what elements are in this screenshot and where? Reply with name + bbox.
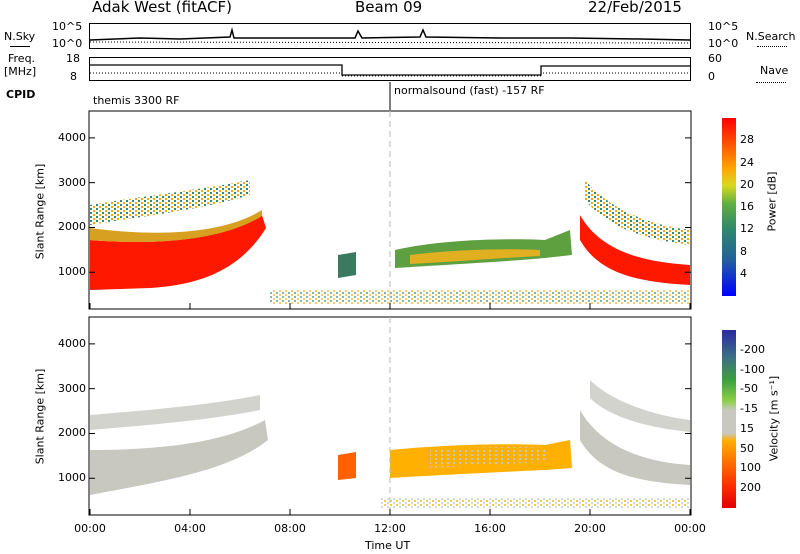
colorbar-tick-label: -100 xyxy=(740,362,765,376)
colorbar-tick-label: 24 xyxy=(740,155,754,169)
colorbar-tick-label: -50 xyxy=(740,382,758,396)
velocity-band-right-upper xyxy=(590,380,690,432)
freq-tick-bottom: 8 xyxy=(70,70,77,83)
velocity-band-middle-speckle xyxy=(430,446,545,468)
nave-trace xyxy=(90,72,690,77)
power-patch-10ut xyxy=(338,252,356,278)
power-band-lower-left xyxy=(90,215,266,290)
nsky-trace xyxy=(89,27,691,41)
nsearch-label: N.Search xyxy=(746,30,796,43)
x-tick-label: 04:00 xyxy=(174,522,206,535)
nsky-tick-top: 10^5 xyxy=(52,20,83,33)
cpid-mode-2: normalsound (fast) -157 RF xyxy=(394,84,545,97)
x-tick-label: 16:00 xyxy=(474,522,506,535)
velocity-patch-10ut xyxy=(338,452,356,480)
nsearch-tick-top: 10^5 xyxy=(708,20,739,33)
nsky-panel xyxy=(89,23,691,49)
x-tick-label: 08:00 xyxy=(274,522,306,535)
nsky-tick-bottom: 10^0 xyxy=(52,37,83,50)
velocity-band-left-upper xyxy=(90,395,260,430)
nsearch-trace xyxy=(89,41,691,44)
y-tick-label: 3000 xyxy=(58,175,86,189)
cpid-mode-1: themis 3300 RF xyxy=(93,94,180,107)
x-tick-label: 12:00 xyxy=(374,522,406,535)
nave-tick-bottom: 0 xyxy=(708,70,715,83)
power-colorbar xyxy=(722,118,736,296)
power-band-lower-left-edge xyxy=(90,210,262,243)
power-colorbar-title: Power [dB] xyxy=(765,171,779,232)
velocity-colorbar-title: Velocity [m s⁻¹] xyxy=(767,375,781,462)
colorbar-tick-label: 15 xyxy=(740,421,754,435)
colorbar-tick-label: 100 xyxy=(740,461,761,475)
freq-trace xyxy=(90,64,690,76)
colorbar-tick-label: -200 xyxy=(740,342,765,356)
freq-tick-top: 18 xyxy=(66,52,80,65)
freq-unit-label: [MHz] xyxy=(4,65,37,78)
y-tick-label: 2000 xyxy=(58,426,86,440)
colorbar-tick-label: 16 xyxy=(740,200,754,213)
colorbar-tick-label: 200 xyxy=(740,481,761,495)
power-band-right-upper xyxy=(585,180,690,245)
nsky-underline xyxy=(10,46,30,47)
colorbar-tick-label: 20 xyxy=(740,177,754,191)
power-band-right-lower xyxy=(580,215,690,285)
nsky-label: N.Sky xyxy=(4,30,36,43)
nave-label: Nave xyxy=(760,64,789,77)
y-tick-label: 1000 xyxy=(58,265,86,279)
y-tick-label: 4000 xyxy=(58,130,86,144)
y-tick-label: 1000 xyxy=(58,471,86,485)
power-band-upper-left xyxy=(90,180,250,225)
freq-label: Freq. xyxy=(8,52,36,65)
power-panel-data xyxy=(90,180,690,304)
velocity-panel-data xyxy=(90,380,690,508)
velocity-band-left xyxy=(90,420,268,495)
date-label: 22/Feb/2015 xyxy=(588,0,682,16)
x-tick-label: 20:00 xyxy=(574,522,606,535)
axis-ticks xyxy=(89,137,691,515)
nave-tick-top: 60 xyxy=(708,52,722,65)
colorbar-tick-label: -15 xyxy=(740,402,758,416)
radar-title: Adak West (fitACF) xyxy=(92,0,232,16)
power-ground-speckle xyxy=(270,290,690,304)
freq-panel xyxy=(89,57,691,81)
nave-dots xyxy=(756,82,786,83)
colorbar-tick-label: 50 xyxy=(740,441,754,455)
velocity-colorbar xyxy=(722,330,736,508)
beam-label: Beam 09 xyxy=(355,0,423,16)
velocity-ground-speckle xyxy=(380,498,690,508)
nsearch-tick-bottom: 10^0 xyxy=(708,37,739,50)
y-tick-label: 2000 xyxy=(58,220,86,234)
x-axis-title: Time UT xyxy=(365,539,411,552)
power-band-middle-core xyxy=(410,249,540,264)
colorbar-tick-label: 8 xyxy=(740,244,747,258)
x-tick-label: 00:00 xyxy=(74,522,106,535)
y-tick-label: 4000 xyxy=(58,336,86,350)
cpid-label: CPID xyxy=(6,88,36,101)
colorbar-tick-label: 12 xyxy=(740,222,754,236)
nsearch-dots xyxy=(757,46,787,47)
y-tick-label: 3000 xyxy=(58,381,86,395)
colorbar-tick-label: 4 xyxy=(740,266,747,280)
x-tick-label: 00:00 xyxy=(674,522,706,535)
colorbar-tick-label: 28 xyxy=(740,133,754,147)
velocity-band-right xyxy=(580,410,690,485)
